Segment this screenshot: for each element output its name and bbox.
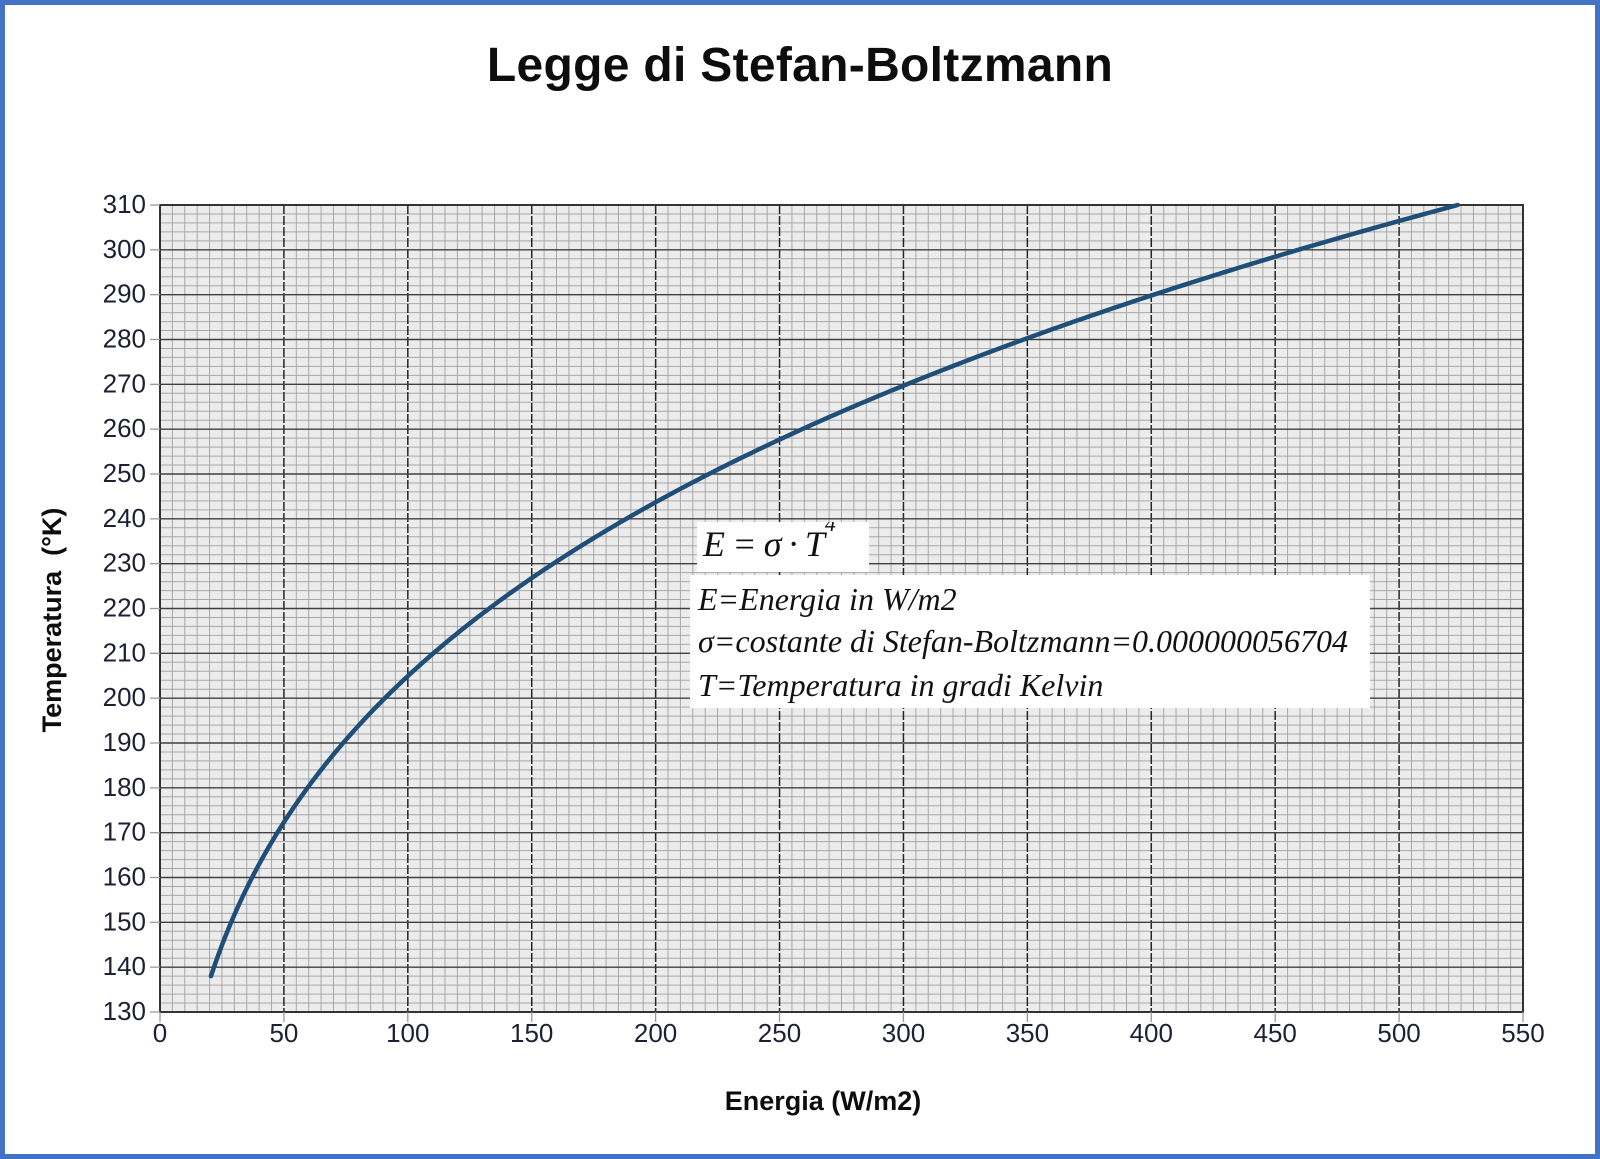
svg-text:290: 290 [103, 279, 146, 309]
svg-text:140: 140 [103, 951, 146, 981]
svg-text:250: 250 [758, 1018, 801, 1048]
svg-text:350: 350 [1006, 1018, 1049, 1048]
svg-text:300: 300 [882, 1018, 925, 1048]
svg-text:160: 160 [103, 862, 146, 892]
svg-text:0: 0 [153, 1018, 167, 1048]
svg-text:400: 400 [1130, 1018, 1173, 1048]
svg-text:550: 550 [1501, 1018, 1544, 1048]
svg-text:50: 50 [269, 1018, 298, 1048]
svg-text:150: 150 [510, 1018, 553, 1048]
svg-text:170: 170 [103, 817, 146, 847]
svg-text:280: 280 [103, 324, 146, 354]
svg-text:250: 250 [103, 458, 146, 488]
svg-text:270: 270 [103, 368, 146, 398]
svg-text:300: 300 [103, 234, 146, 264]
svg-text:450: 450 [1254, 1018, 1297, 1048]
svg-text:260: 260 [103, 413, 146, 443]
svg-text:230: 230 [103, 548, 146, 578]
svg-text:150: 150 [103, 906, 146, 936]
svg-text:190: 190 [103, 727, 146, 757]
svg-text:240: 240 [103, 503, 146, 533]
svg-text:200: 200 [103, 682, 146, 712]
svg-text:500: 500 [1377, 1018, 1420, 1048]
svg-text:180: 180 [103, 772, 146, 802]
svg-text:100: 100 [386, 1018, 429, 1048]
svg-text:210: 210 [103, 637, 146, 667]
svg-text:220: 220 [103, 593, 146, 623]
svg-text:310: 310 [103, 189, 146, 219]
svg-text:130: 130 [103, 996, 146, 1026]
svg-text:200: 200 [634, 1018, 677, 1048]
